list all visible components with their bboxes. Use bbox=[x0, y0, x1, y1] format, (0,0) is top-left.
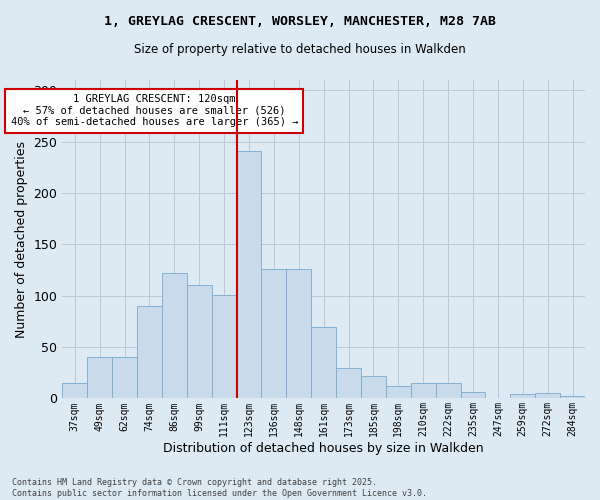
Bar bbox=[411, 383, 436, 398]
Bar bbox=[511, 394, 535, 398]
Bar bbox=[560, 396, 585, 398]
Bar bbox=[262, 269, 286, 398]
Bar bbox=[336, 368, 361, 398]
Bar bbox=[62, 383, 87, 398]
Bar bbox=[311, 326, 336, 398]
X-axis label: Distribution of detached houses by size in Walkden: Distribution of detached houses by size … bbox=[163, 442, 484, 455]
Bar bbox=[162, 273, 187, 398]
Bar bbox=[436, 383, 461, 398]
Bar bbox=[535, 394, 560, 398]
Text: 1, GREYLAG CRESCENT, WORSLEY, MANCHESTER, M28 7AB: 1, GREYLAG CRESCENT, WORSLEY, MANCHESTER… bbox=[104, 15, 496, 28]
Bar bbox=[137, 306, 162, 398]
Bar bbox=[187, 286, 212, 399]
Y-axis label: Number of detached properties: Number of detached properties bbox=[15, 140, 28, 338]
Bar bbox=[212, 294, 236, 399]
Bar bbox=[386, 386, 411, 398]
Bar bbox=[87, 358, 112, 399]
Bar bbox=[112, 358, 137, 399]
Bar bbox=[361, 376, 386, 398]
Text: Size of property relative to detached houses in Walkden: Size of property relative to detached ho… bbox=[134, 42, 466, 56]
Bar bbox=[286, 269, 311, 398]
Bar bbox=[461, 392, 485, 398]
Text: Contains HM Land Registry data © Crown copyright and database right 2025.
Contai: Contains HM Land Registry data © Crown c… bbox=[12, 478, 427, 498]
Text: 1 GREYLAG CRESCENT: 120sqm
← 57% of detached houses are smaller (526)
40% of sem: 1 GREYLAG CRESCENT: 120sqm ← 57% of deta… bbox=[11, 94, 298, 128]
Bar bbox=[236, 151, 262, 398]
